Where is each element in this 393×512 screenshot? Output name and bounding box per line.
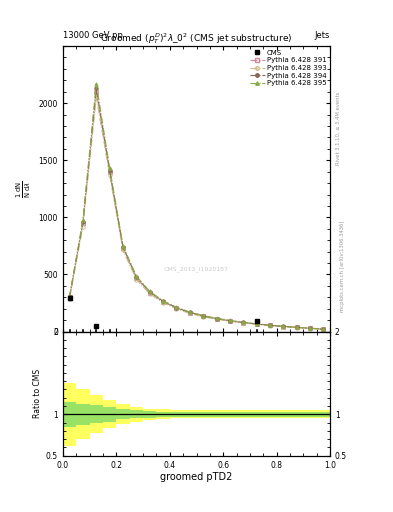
Pythia 6.428 395 [161, 297, 165, 304]
Pythia 6.428 393 [281, 324, 286, 330]
Pythia 6.428 394 [201, 313, 206, 319]
Pythia 6.428 394 [268, 322, 272, 328]
Pythia 6.428 391 [268, 323, 272, 329]
Pythia 6.428 394 [187, 309, 192, 315]
Pythia 6.428 395 [281, 323, 286, 329]
Pythia 6.428 395 [147, 288, 152, 294]
Legend: CMS, Pythia 6.428 391, Pythia 6.428 393, Pythia 6.428 394, Pythia 6.428 395: CMS, Pythia 6.428 391, Pythia 6.428 393,… [248, 48, 328, 88]
Text: CMS_2013_I1920187: CMS_2013_I1920187 [164, 266, 229, 271]
Pythia 6.428 393 [107, 172, 112, 178]
Pythia 6.428 394 [94, 86, 99, 92]
Pythia 6.428 394 [281, 324, 286, 330]
Pythia 6.428 395 [268, 322, 272, 328]
Pythia 6.428 391 [294, 325, 299, 331]
Pythia 6.428 391 [147, 290, 152, 296]
Pythia 6.428 391 [161, 299, 165, 305]
Pythia 6.428 393 [201, 314, 206, 320]
Pythia 6.428 393 [67, 295, 72, 302]
Pythia 6.428 391 [241, 319, 246, 326]
X-axis label: groomed pTD2: groomed pTD2 [160, 472, 233, 482]
Y-axis label: Ratio to CMS: Ratio to CMS [33, 369, 42, 418]
Pythia 6.428 391 [81, 220, 85, 226]
Pythia 6.428 391 [174, 305, 179, 311]
Pythia 6.428 395 [67, 293, 72, 299]
Pythia 6.428 394 [134, 274, 139, 280]
Pythia 6.428 391 [321, 326, 326, 332]
Title: Groomed $(p_T^D)^2\lambda\_0^2$ (CMS jet substructure): Groomed $(p_T^D)^2\lambda\_0^2$ (CMS jet… [100, 31, 293, 46]
Pythia 6.428 391 [107, 168, 112, 175]
Pythia 6.428 393 [308, 326, 312, 332]
Pythia 6.428 394 [81, 219, 85, 225]
Pythia 6.428 395 [228, 317, 232, 324]
Pythia 6.428 394 [294, 324, 299, 330]
Pythia 6.428 393 [187, 310, 192, 316]
Pythia 6.428 391 [308, 325, 312, 331]
Pythia 6.428 395 [121, 243, 125, 249]
Text: Jets: Jets [315, 31, 330, 40]
Pythia 6.428 393 [241, 320, 246, 326]
Pythia 6.428 394 [67, 294, 72, 300]
Pythia 6.428 393 [81, 223, 85, 229]
Pythia 6.428 393 [121, 247, 125, 253]
Pythia 6.428 394 [241, 319, 246, 326]
Pythia 6.428 393 [94, 94, 99, 100]
Pythia 6.428 391 [94, 89, 99, 95]
Pythia 6.428 393 [134, 276, 139, 283]
Pythia 6.428 395 [134, 273, 139, 279]
Pythia 6.428 393 [174, 306, 179, 312]
Pythia 6.428 394 [308, 325, 312, 331]
Pythia 6.428 391 [228, 318, 232, 324]
Pythia 6.428 395 [241, 319, 246, 325]
Pythia 6.428 394 [174, 305, 179, 311]
Pythia 6.428 395 [294, 324, 299, 330]
Pythia 6.428 393 [321, 326, 326, 332]
Text: 13000 GeV pp: 13000 GeV pp [63, 31, 123, 40]
Pythia 6.428 395 [94, 81, 99, 87]
Pythia 6.428 394 [147, 289, 152, 295]
Pythia 6.428 395 [107, 165, 112, 171]
Line: Pythia 6.428 395: Pythia 6.428 395 [68, 82, 325, 331]
Text: Rivet 3.1.10, ≥ 3.4M events: Rivet 3.1.10, ≥ 3.4M events [336, 91, 341, 165]
Pythia 6.428 393 [161, 300, 165, 306]
Pythia 6.428 393 [268, 323, 272, 329]
Pythia 6.428 393 [254, 322, 259, 328]
Pythia 6.428 393 [214, 316, 219, 322]
Pythia 6.428 391 [254, 321, 259, 327]
Line: Pythia 6.428 394: Pythia 6.428 394 [68, 87, 325, 331]
Pythia 6.428 391 [201, 313, 206, 319]
Pythia 6.428 395 [81, 217, 85, 223]
Pythia 6.428 395 [187, 309, 192, 315]
Pythia 6.428 394 [254, 321, 259, 327]
Line: Pythia 6.428 391: Pythia 6.428 391 [68, 90, 325, 331]
Pythia 6.428 395 [174, 304, 179, 310]
Pythia 6.428 394 [107, 167, 112, 174]
Pythia 6.428 393 [294, 325, 299, 331]
Pythia 6.428 391 [187, 310, 192, 316]
Pythia 6.428 395 [308, 325, 312, 331]
Pythia 6.428 391 [121, 245, 125, 251]
Pythia 6.428 395 [254, 321, 259, 327]
Pythia 6.428 391 [67, 294, 72, 301]
Pythia 6.428 391 [134, 275, 139, 281]
Pythia 6.428 395 [214, 315, 219, 321]
Line: Pythia 6.428 393: Pythia 6.428 393 [68, 96, 325, 331]
Pythia 6.428 394 [161, 298, 165, 304]
Pythia 6.428 391 [281, 324, 286, 330]
Pythia 6.428 393 [228, 318, 232, 325]
Pythia 6.428 394 [214, 315, 219, 322]
Pythia 6.428 394 [321, 326, 326, 332]
Y-axis label: $\frac{1}{\mathrm{N}}\frac{\mathrm{d}\mathrm{N}}{\mathrm{d}\lambda}$: $\frac{1}{\mathrm{N}}\frac{\mathrm{d}\ma… [15, 180, 33, 198]
Pythia 6.428 391 [214, 316, 219, 322]
Pythia 6.428 395 [321, 326, 326, 332]
Pythia 6.428 395 [201, 312, 206, 318]
Pythia 6.428 393 [147, 291, 152, 297]
Pythia 6.428 394 [121, 244, 125, 250]
Text: mcplots.cern.ch [arXiv:1306.3436]: mcplots.cern.ch [arXiv:1306.3436] [340, 221, 345, 312]
Pythia 6.428 394 [228, 317, 232, 324]
